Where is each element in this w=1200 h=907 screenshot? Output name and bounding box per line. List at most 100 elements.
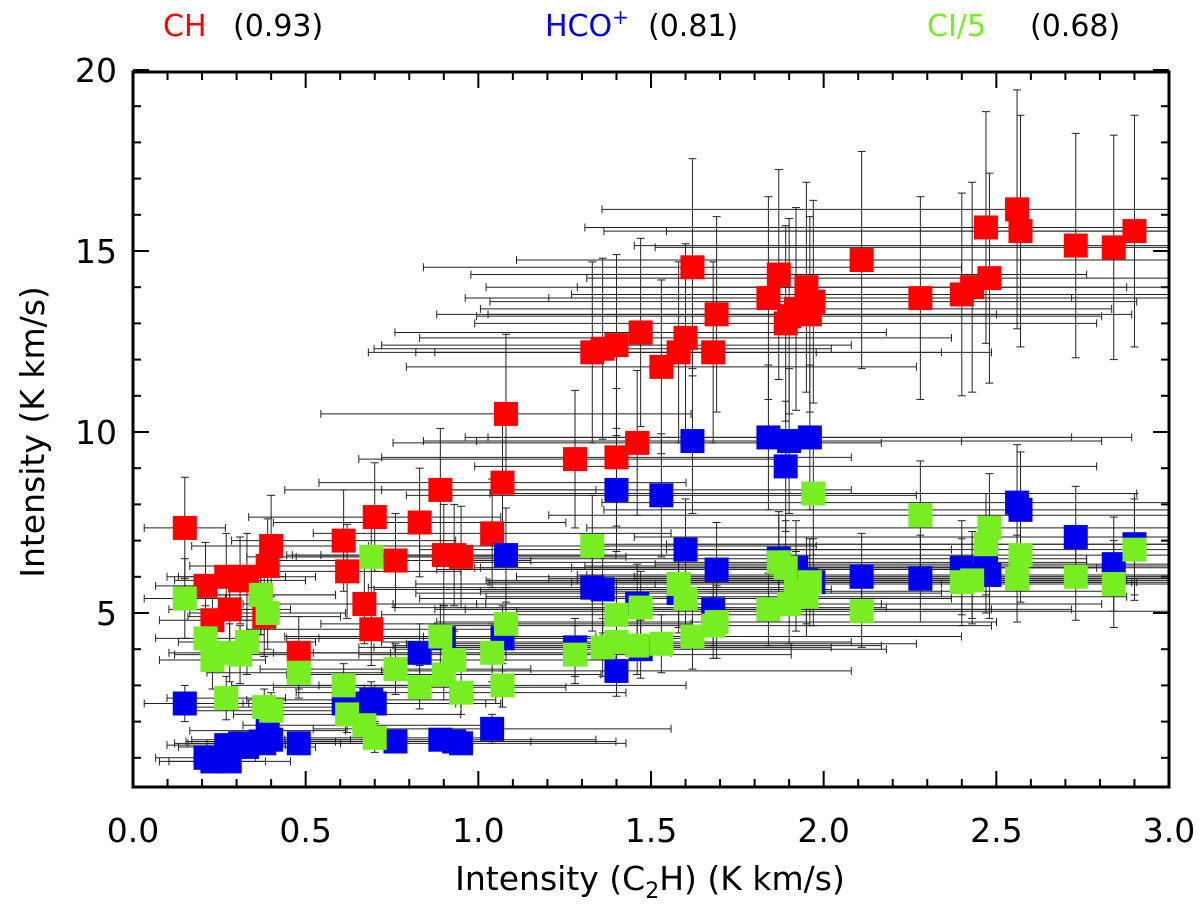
hco-point	[777, 429, 802, 454]
plot-frame	[131, 70, 1171, 789]
ch-point	[563, 447, 588, 472]
hco-point	[604, 477, 629, 502]
ch-point	[383, 548, 408, 573]
legend-ci-value: (0.68)	[1030, 9, 1120, 44]
x-tick-label: 2.5	[970, 811, 1022, 850]
x-tick-label: 0.5	[279, 811, 331, 850]
hco-point	[493, 543, 518, 568]
ch-point	[407, 510, 432, 535]
x-axis-title-post: H) (K km/s)	[659, 859, 845, 898]
legend-hco-superscript: +	[612, 5, 629, 29]
ch-point	[1063, 233, 1088, 258]
hco-point	[449, 731, 474, 756]
ch-point	[172, 515, 197, 540]
ci-5-point	[234, 629, 259, 654]
x-tick-label: 3.0	[1143, 811, 1195, 850]
hco-point	[797, 425, 822, 450]
ci-5-point	[248, 582, 273, 607]
ch-point	[1008, 219, 1033, 244]
hco-point	[680, 429, 705, 454]
ci-5-point	[801, 481, 826, 506]
ci-5-point	[442, 648, 467, 673]
ch-point	[756, 286, 781, 311]
ch-point	[604, 333, 629, 358]
x-tick-label: 1.5	[625, 811, 677, 850]
axis-ticks: 0.0 0.5 1.0 1.5 2.0 2.5 3.0 5 10 15 20	[75, 51, 1195, 850]
ci-5-point	[649, 631, 674, 656]
ch-point	[480, 521, 505, 546]
ci-5-point	[680, 624, 705, 649]
ci-5-point	[480, 640, 505, 665]
ci-5-point	[449, 680, 474, 705]
ci-5-point	[1063, 564, 1088, 589]
legend-hco-value: (0.81)	[648, 9, 738, 44]
hco-point	[172, 691, 197, 716]
hco-point	[704, 557, 729, 582]
hco-point	[649, 483, 674, 508]
ci-5-point	[625, 633, 650, 658]
ci-5-point	[172, 586, 197, 611]
ci-5-point	[628, 595, 653, 620]
ci-5-point	[407, 675, 432, 700]
ci-5-point	[214, 686, 239, 711]
hco-point	[756, 425, 781, 450]
ch-point	[193, 573, 218, 598]
ci-5-point	[331, 673, 356, 698]
hco-point	[773, 454, 798, 479]
ch-point	[428, 477, 453, 502]
ch-point	[1122, 219, 1147, 244]
ci-5-point	[977, 515, 1002, 540]
ci-5-point	[756, 597, 781, 622]
ci-5-point	[604, 629, 629, 654]
hco-point	[286, 731, 311, 756]
ci-5-point	[362, 725, 387, 750]
y-tick-label: 5	[96, 594, 117, 633]
ci-5-point	[673, 586, 698, 611]
hco-point	[590, 577, 615, 602]
ci-5-point	[193, 626, 218, 651]
ci-5-point	[797, 570, 822, 595]
ch-point	[604, 445, 629, 470]
ch-point	[849, 248, 874, 273]
legend-ch-label: CH	[163, 9, 207, 44]
ch-point	[449, 544, 474, 569]
ci-5-point	[259, 698, 284, 723]
hco-point	[849, 564, 874, 589]
ci-5-point	[773, 555, 798, 580]
ch-point	[673, 325, 698, 350]
ch-point	[628, 320, 653, 345]
legend-hco-label: HCO+	[545, 5, 629, 44]
ch-point	[490, 470, 515, 495]
ci-5-point	[1101, 572, 1126, 597]
ci-5-point	[383, 657, 408, 682]
y-tick-label: 10	[75, 413, 117, 452]
ch-point	[908, 286, 933, 311]
ch-point	[335, 559, 360, 584]
x-tick-label: 2.0	[797, 811, 849, 850]
hco-point	[383, 729, 408, 754]
hco-point	[259, 727, 284, 752]
x-tick-label: 1.0	[452, 811, 504, 850]
hco-point	[1008, 497, 1033, 522]
ch-point	[801, 289, 826, 314]
ch-point	[625, 430, 650, 455]
ci-5-point	[1005, 566, 1030, 591]
y-tick-label: 15	[75, 232, 117, 271]
ci-5-point	[490, 673, 515, 698]
ci-5-point	[704, 610, 729, 635]
ch-point	[701, 340, 726, 365]
ci-5-point	[960, 568, 985, 593]
ci-5-point	[908, 503, 933, 528]
legend-ci-label: CI/5	[927, 9, 986, 44]
ch-point	[1005, 197, 1030, 222]
ch-point	[362, 505, 387, 530]
ch-point	[493, 401, 518, 426]
x-tick-label: 0.0	[107, 811, 159, 850]
ci-5-point	[1008, 543, 1033, 568]
ch-point	[259, 534, 284, 559]
ci-5-point	[1122, 537, 1147, 562]
ci-5-point	[255, 601, 280, 625]
hco-point	[604, 658, 629, 683]
ch-point	[973, 215, 998, 240]
